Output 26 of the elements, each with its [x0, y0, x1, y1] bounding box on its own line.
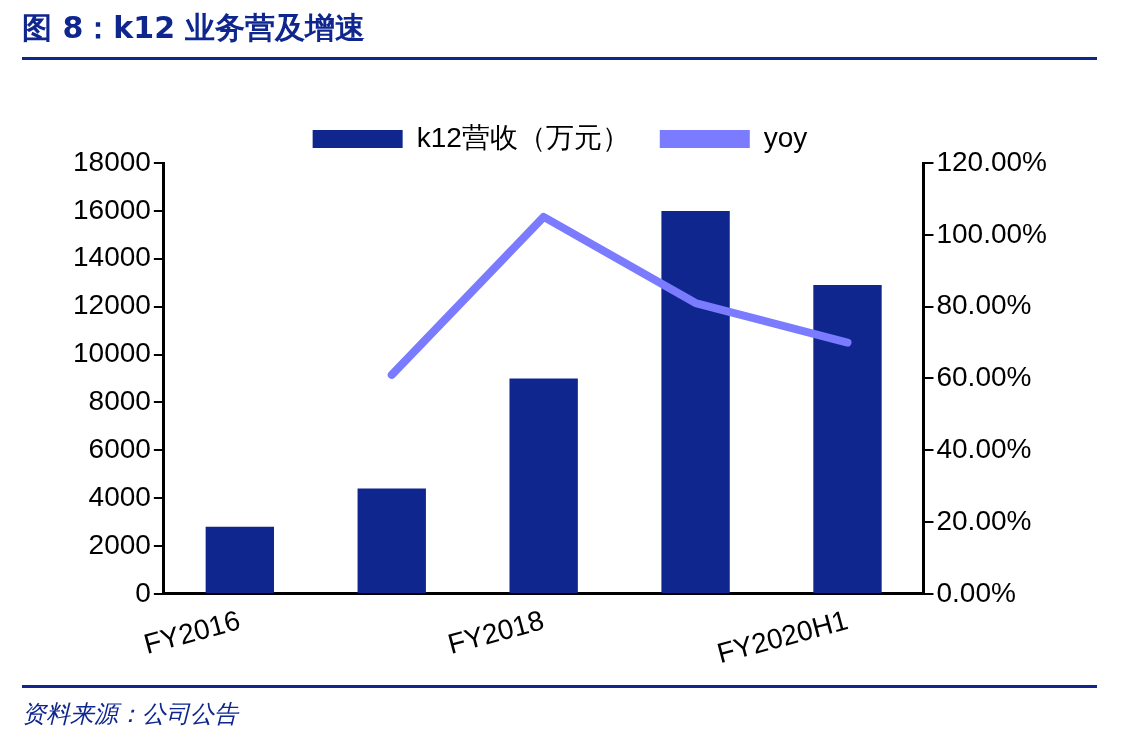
y-tick-label: 14000	[72, 241, 151, 273]
x-tick-label: FY2018	[444, 604, 548, 660]
y2-tick-label: 0.00%	[936, 576, 1016, 608]
y2-tick-label: 100.00%	[936, 217, 1048, 249]
y-tick-label: 2000	[88, 528, 151, 560]
y-tick-label: 12000	[72, 289, 151, 321]
y2-tick-label: 40.00%	[936, 432, 1032, 464]
y-tick-label: 16000	[72, 193, 151, 225]
legend-label: k12营收（万元）	[416, 121, 630, 153]
bar	[357, 488, 426, 593]
y-tick-label: 8000	[88, 385, 151, 417]
y-tick-label: 18000	[72, 145, 151, 177]
y-tick-label: 4000	[88, 480, 151, 512]
legend-label: yoy	[763, 121, 808, 153]
y2-tick-label: 80.00%	[936, 289, 1032, 321]
text: 资料来源：公司公告	[22, 699, 238, 730]
y2-tick-label: 60.00%	[936, 361, 1032, 393]
y2-tick-label: 120.00%	[936, 145, 1048, 177]
bar	[661, 210, 730, 593]
chart-title: 图 8：k12 业务营及增速	[22, 9, 366, 47]
y-tick-label: 6000	[88, 432, 151, 464]
bar	[813, 285, 882, 593]
bar	[205, 526, 274, 593]
y-tick-label: 10000	[72, 337, 151, 369]
y2-tick-label: 20.00%	[936, 504, 1032, 536]
bar	[509, 378, 578, 593]
